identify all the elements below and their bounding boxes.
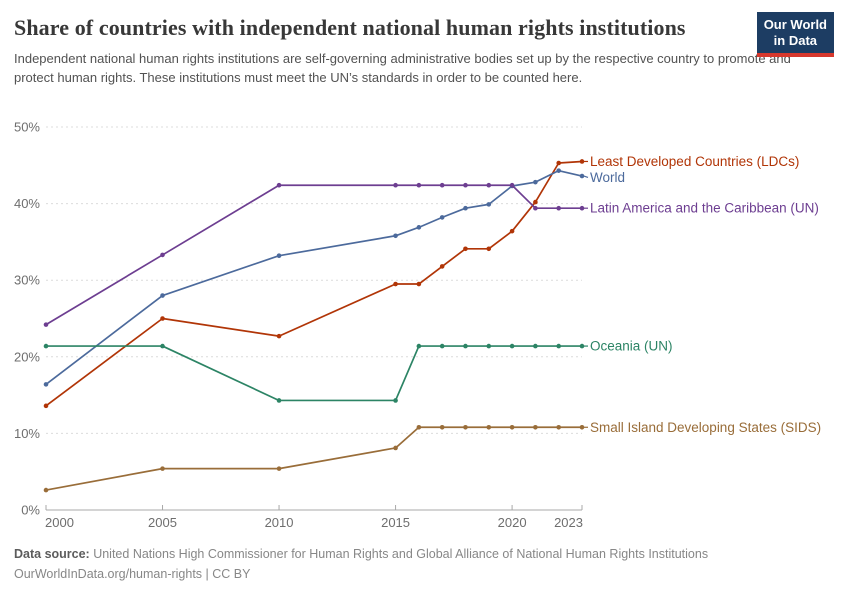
data-point-oceania-un[interactable] — [509, 343, 515, 349]
chart-footer: Data source: United Nations High Commiss… — [0, 538, 850, 584]
y-tick-label: 40% — [14, 196, 40, 211]
data-point-world[interactable] — [439, 215, 445, 220]
y-tick-label: 0% — [21, 503, 40, 518]
chart-subtitle: Independent national human rights instit… — [14, 51, 791, 85]
data-point-world[interactable] — [486, 202, 492, 207]
data-point-least-developed-countries-ldcs[interactable] — [160, 316, 165, 321]
data-point-small-island-developing-states-sids[interactable] — [393, 445, 398, 451]
data-point-world[interactable] — [533, 179, 538, 185]
x-tick-label: 2000 — [45, 515, 74, 530]
data-point-least-developed-countries-ldcs[interactable] — [533, 199, 538, 205]
data-point-oceania-un[interactable] — [393, 398, 398, 403]
y-tick-label: 50% — [14, 120, 40, 135]
data-point-oceania-un[interactable] — [533, 343, 538, 349]
series-line-least-developed-countries-ldcs[interactable] — [45, 160, 583, 407]
series-line-world[interactable] — [45, 169, 583, 386]
legend-label-least-developed-countries-ldcs[interactable]: Least Developed Countries (LDCs) — [590, 154, 799, 169]
data-point-least-developed-countries-ldcs[interactable] — [463, 246, 468, 252]
legend-label-latin-america-and-the-caribbean-un[interactable]: Latin America and the Caribbean (UN) — [590, 201, 819, 216]
data-point-least-developed-countries-ldcs[interactable] — [579, 159, 585, 164]
data-point-least-developed-countries-ldcs[interactable] — [556, 160, 561, 166]
data-point-world[interactable] — [393, 233, 398, 239]
y-tick-label: 10% — [14, 426, 40, 441]
data-point-world[interactable] — [416, 225, 422, 230]
data-point-oceania-un[interactable] — [556, 343, 561, 349]
owid-logo[interactable]: Our World in Data — [756, 12, 834, 57]
data-point-small-island-developing-states-sids[interactable] — [276, 466, 282, 471]
data-point-world[interactable] — [276, 253, 282, 258]
datasource-text: United Nations High Commissioner for Hum… — [89, 547, 709, 561]
data-point-latin-america-and-the-caribbean-un[interactable] — [509, 182, 515, 188]
data-point-world[interactable] — [160, 293, 165, 298]
page-title: Share of countries with independent nati… — [14, 15, 686, 40]
y-tick-label: 20% — [14, 349, 40, 364]
series-line-small-island-developing-states-sids[interactable] — [45, 426, 583, 491]
data-point-small-island-developing-states-sids[interactable] — [463, 424, 468, 430]
data-point-latin-america-and-the-caribbean-un[interactable] — [556, 205, 561, 211]
data-point-oceania-un[interactable] — [463, 343, 468, 349]
data-point-latin-america-and-the-caribbean-un[interactable] — [439, 182, 445, 188]
x-tick-label: 2010 — [265, 515, 294, 530]
x-tick-label: 2020 — [498, 515, 527, 530]
owid-logo-line1: Our World — [763, 17, 827, 32]
series-line-latin-america-and-the-caribbean-un[interactable] — [45, 184, 583, 326]
data-point-latin-america-and-the-caribbean-un[interactable] — [463, 182, 468, 188]
data-point-least-developed-countries-ldcs[interactable] — [393, 281, 398, 287]
data-point-small-island-developing-states-sids[interactable] — [533, 424, 538, 430]
data-point-least-developed-countries-ldcs[interactable] — [416, 281, 422, 287]
data-point-latin-america-and-the-caribbean-un[interactable] — [533, 205, 538, 211]
data-point-latin-america-and-the-caribbean-un[interactable] — [486, 182, 492, 188]
legend-connector-world — [583, 175, 589, 179]
data-point-oceania-un[interactable] — [160, 343, 165, 349]
data-point-latin-america-and-the-caribbean-un[interactable] — [416, 182, 422, 188]
data-point-oceania-un[interactable] — [416, 343, 422, 349]
data-point-latin-america-and-the-caribbean-un[interactable] — [276, 182, 282, 188]
data-point-latin-america-and-the-caribbean-un[interactable] — [43, 322, 49, 327]
data-point-world[interactable] — [43, 382, 49, 387]
data-point-small-island-developing-states-sids[interactable] — [579, 424, 585, 430]
legend-label-world[interactable]: World — [590, 170, 625, 185]
data-point-small-island-developing-states-sids[interactable] — [416, 424, 422, 430]
data-point-small-island-developing-states-sids[interactable] — [486, 424, 492, 430]
data-point-oceania-un[interactable] — [486, 343, 492, 349]
x-tick-label: 2005 — [148, 515, 177, 530]
data-point-small-island-developing-states-sids[interactable] — [43, 487, 49, 493]
data-point-world[interactable] — [463, 205, 468, 211]
footer-datasource: Data source: United Nations High Commiss… — [14, 544, 834, 564]
legend-label-small-island-developing-states-sids[interactable]: Small Island Developing States (SIDS) — [590, 420, 821, 435]
data-point-least-developed-countries-ldcs[interactable] — [509, 228, 515, 234]
data-point-least-developed-countries-ldcs[interactable] — [276, 333, 282, 339]
datasource-label: Data source: — [14, 547, 90, 561]
data-point-least-developed-countries-ldcs[interactable] — [439, 264, 445, 269]
data-point-oceania-un[interactable] — [43, 343, 49, 349]
data-point-latin-america-and-the-caribbean-un[interactable] — [393, 182, 398, 188]
line-chart-canvas[interactable]: 0% 10% 20% 30% 40% 50% 2000 2005 2010 2015 2020 202… — [0, 106, 850, 538]
x-tick-label: 2015 — [381, 515, 410, 530]
data-point-world[interactable] — [579, 173, 585, 179]
series-line-oceania-un[interactable] — [45, 345, 583, 402]
data-point-small-island-developing-states-sids[interactable] — [556, 424, 561, 430]
chart-header: Share of countries with independent nati… — [0, 0, 850, 106]
y-tick-label: 30% — [14, 273, 40, 288]
x-tick-label: 2023 — [554, 515, 583, 530]
data-point-oceania-un[interactable] — [276, 398, 282, 403]
data-point-least-developed-countries-ldcs[interactable] — [43, 403, 49, 409]
footer-license[interactable]: OurWorldInData.org/human-rights | CC BY — [14, 567, 251, 581]
legend-label-oceania-un[interactable]: Oceania (UN) — [590, 339, 673, 354]
data-point-oceania-un[interactable] — [439, 343, 445, 349]
data-point-world[interactable] — [556, 168, 561, 173]
data-point-small-island-developing-states-sids[interactable] — [509, 424, 515, 430]
data-point-least-developed-countries-ldcs[interactable] — [486, 246, 492, 252]
data-point-latin-america-and-the-caribbean-un[interactable] — [160, 252, 165, 258]
data-point-oceania-un[interactable] — [579, 343, 585, 349]
data-point-small-island-developing-states-sids[interactable] — [439, 424, 445, 430]
data-point-small-island-developing-states-sids[interactable] — [160, 466, 165, 471]
data-point-latin-america-and-the-caribbean-un[interactable] — [579, 205, 585, 211]
owid-logo-line2: in Data — [773, 33, 818, 48]
